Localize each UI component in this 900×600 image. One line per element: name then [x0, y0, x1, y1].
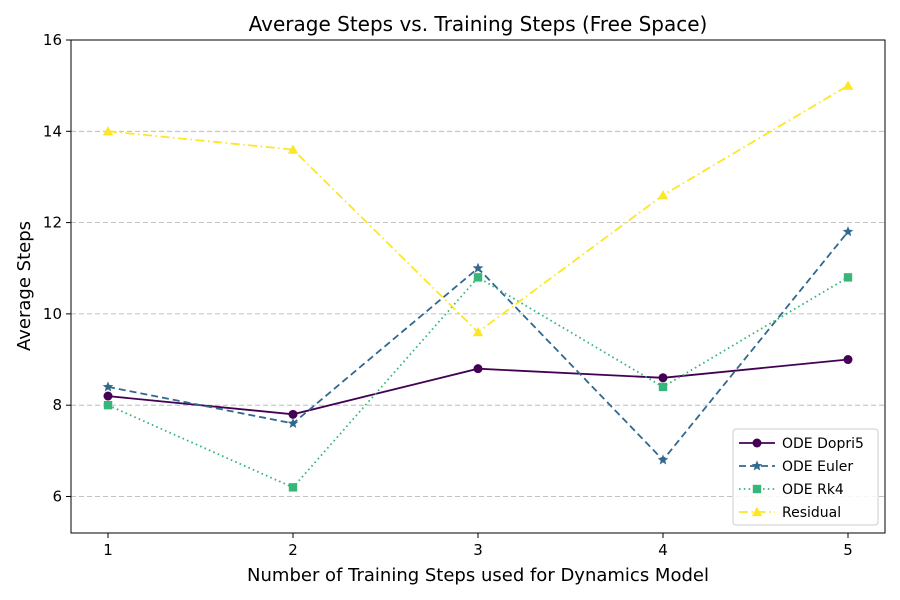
data-point	[102, 126, 114, 136]
legend-marker	[751, 506, 763, 517]
data-point	[288, 409, 298, 419]
data-point	[473, 273, 483, 282]
legend-label: ODE Euler	[782, 459, 853, 475]
x-tick-label: 5	[843, 541, 853, 559]
y-tick-label: 8	[52, 396, 62, 414]
x-tick-label: 4	[658, 541, 668, 559]
legend-label: ODE Rk4	[782, 482, 844, 498]
x-tick-label: 3	[473, 541, 483, 559]
legend-label: ODE Dopri5	[782, 436, 864, 452]
y-tick-label: 10	[43, 305, 62, 323]
y-tick-label: 14	[43, 122, 62, 140]
series-line	[107, 276, 849, 489]
data-point	[288, 483, 298, 492]
legend-marker	[752, 438, 762, 448]
data-point	[657, 190, 669, 200]
y-axis-label: Average Steps	[14, 221, 35, 351]
data-point	[473, 364, 483, 374]
data-point	[287, 144, 299, 154]
legend-item: Residual	[739, 505, 841, 521]
data-point	[102, 381, 114, 392]
series-ode-rk4	[103, 273, 853, 492]
legend-label: Residual	[782, 505, 841, 521]
data-point	[103, 391, 113, 401]
x-axis-label: Number of Training Steps used for Dynami…	[247, 565, 709, 586]
data-point	[658, 382, 668, 392]
legend-item: ODE Dopri5	[739, 436, 864, 452]
data-point	[657, 454, 669, 465]
y-tick-label: 16	[43, 31, 62, 49]
series-layer	[102, 80, 854, 492]
series-line	[107, 84, 849, 334]
data-point	[103, 400, 113, 410]
data-point	[843, 273, 853, 282]
x-tick-label: 2	[288, 541, 298, 559]
data-point	[658, 373, 668, 383]
series-ode-euler	[102, 226, 854, 465]
legend-box	[732, 428, 879, 526]
legend: ODE Dopri5 ODE Euler ODE Rk4 Residual	[732, 428, 879, 526]
series-ode-dopri5	[103, 355, 853, 419]
legend-marker	[752, 484, 762, 494]
data-point	[472, 326, 484, 337]
y-tick-label: 6	[52, 487, 62, 505]
data-point	[842, 80, 854, 90]
legend-item: ODE Euler	[739, 459, 853, 475]
y-tick-label: 12	[43, 214, 62, 232]
data-point	[472, 262, 484, 273]
data-point	[287, 417, 299, 428]
series-residual	[102, 80, 854, 337]
legend-marker	[751, 460, 763, 471]
data-point	[843, 355, 853, 365]
x-tick-label: 1	[103, 541, 113, 559]
data-point	[842, 226, 854, 237]
chart-title: Average Steps vs. Training Steps (Free S…	[249, 12, 708, 36]
legend-item: ODE Rk4	[739, 482, 844, 498]
